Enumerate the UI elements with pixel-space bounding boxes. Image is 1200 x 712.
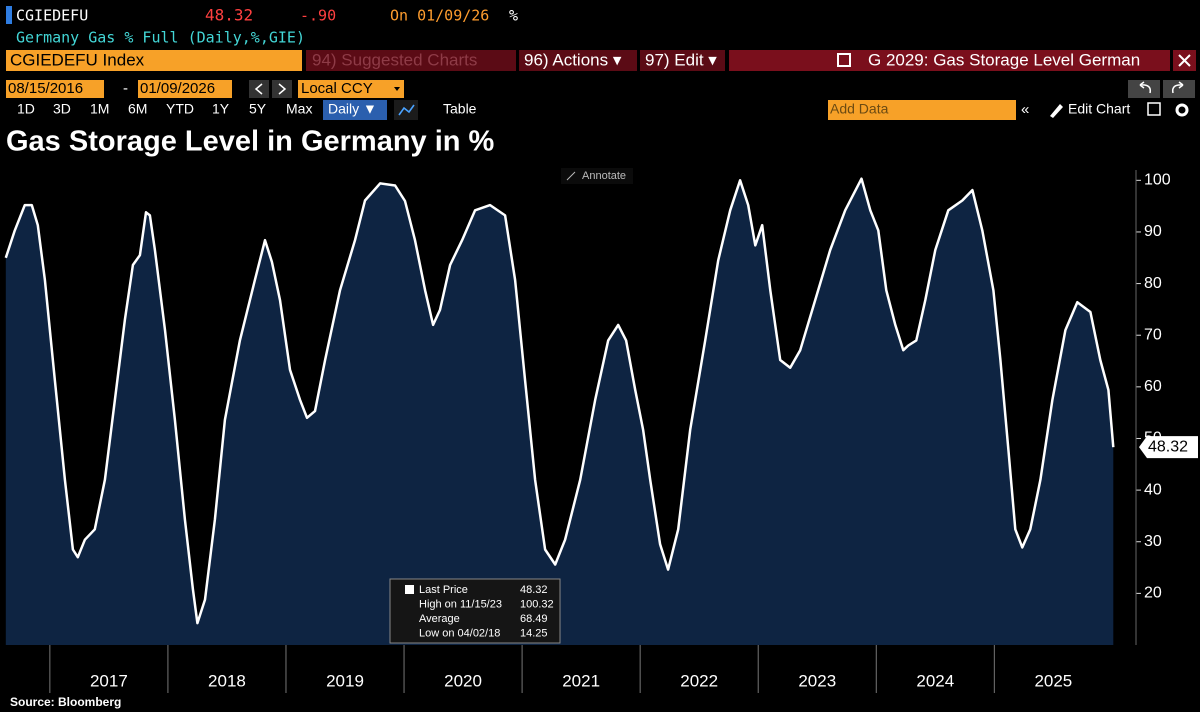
x-tick-label: 2017 (90, 671, 128, 690)
legend-label: Low on 04/02/18 (419, 627, 500, 639)
frequency-button[interactable] (323, 100, 387, 120)
period-button[interactable]: 1D (17, 101, 35, 117)
period-button[interactable]: YTD (166, 101, 194, 117)
legend-value: 100.32 (520, 598, 554, 610)
date: On 01/09/26 (390, 7, 489, 25)
menu-button[interactable] (306, 50, 516, 71)
legend-swatch (405, 585, 414, 594)
ticker: CGIEDEFU (16, 7, 88, 25)
source: Source: Bloomberg (10, 695, 121, 709)
currency-box[interactable] (298, 80, 404, 98)
x-tick-label: 2024 (916, 671, 954, 690)
x-tick-label: 2022 (680, 671, 718, 690)
legend-label: High on 11/15/23 (419, 598, 502, 610)
settings-icon[interactable] (1175, 103, 1189, 117)
next-button[interactable] (272, 80, 292, 98)
start-date-box[interactable] (6, 80, 104, 98)
last-price-tag (1139, 436, 1198, 459)
prev-button[interactable] (249, 80, 269, 98)
x-tick-label: 2020 (444, 671, 482, 690)
legend-value: 68.49 (520, 613, 548, 625)
last-price-label: 48.32 (1148, 438, 1188, 455)
add-data-box[interactable] (828, 100, 1016, 120)
area-fill (5, 178, 1114, 645)
redo-icon[interactable] (1171, 81, 1184, 94)
close-icon[interactable] (1178, 54, 1191, 67)
marker (6, 6, 12, 24)
description: Germany Gas % Full (Daily,%,GIE) (16, 29, 305, 47)
y-tick-label: 40 (1144, 481, 1162, 498)
chart-title: Gas Storage Level in Germany in % (6, 126, 495, 158)
currency[interactable]: Local CCY (301, 80, 373, 97)
chart-name: G 2029: Gas Storage Level German (868, 50, 1140, 69)
annotate[interactable]: Annotate (582, 170, 626, 182)
menu-label[interactable]: 94) Suggested Charts (312, 50, 477, 69)
popout-icon[interactable] (837, 53, 851, 67)
undo-button[interactable] (1128, 80, 1160, 98)
y-tick-label: 90 (1144, 223, 1162, 240)
annotate-button[interactable] (561, 168, 633, 184)
dropdown-icon[interactable] (394, 87, 400, 91)
legend-label: Average (419, 613, 460, 625)
y-tick-label: 20 (1144, 585, 1162, 602)
end-date[interactable]: 01/09/2026 (140, 80, 215, 97)
period-button[interactable]: 1Y (212, 101, 230, 117)
price: 48.32 (205, 6, 253, 25)
legend-label: Last Price (419, 584, 468, 596)
menu-label[interactable]: 97) Edit ▾ (645, 50, 717, 69)
menu-button[interactable] (519, 50, 637, 71)
chart-type-icon[interactable] (398, 104, 415, 116)
next-icon[interactable] (278, 83, 287, 95)
date-separator: - (123, 80, 128, 97)
legend-box (389, 578, 561, 644)
edit-icon[interactable] (1050, 104, 1063, 118)
y-tick-label: 60 (1144, 378, 1162, 395)
x-tick-label: 2025 (1034, 671, 1072, 690)
x-tick-label: 2018 (208, 671, 246, 690)
start-date[interactable]: 08/15/2016 (8, 80, 83, 97)
collapse-icon[interactable]: « (1021, 101, 1029, 118)
security-box[interactable] (6, 50, 302, 71)
y-tick-label: 30 (1144, 533, 1162, 550)
menu-button[interactable] (640, 50, 725, 71)
redo-button[interactable] (1163, 80, 1195, 98)
frequency[interactable]: Daily ▼ (328, 101, 377, 117)
end-date-box[interactable] (138, 80, 232, 98)
undo-icon[interactable] (1139, 81, 1152, 94)
y-tick-label: 80 (1144, 275, 1162, 292)
period-button[interactable]: 5Y (249, 101, 267, 117)
y-tick-label: 100 (1144, 172, 1171, 189)
prev-icon[interactable] (254, 83, 263, 95)
security[interactable]: CGIEDEFU Index (10, 50, 145, 69)
legend-value: 14.25 (520, 627, 548, 639)
table-button[interactable]: Table (443, 101, 477, 117)
y-tick-label: 70 (1144, 326, 1162, 343)
period-button[interactable]: 1M (90, 101, 109, 117)
period-button[interactable]: Max (286, 101, 312, 117)
menu-label[interactable]: 96) Actions ▾ (524, 50, 622, 69)
unit: % (509, 7, 518, 25)
legend-value: 48.32 (520, 584, 548, 596)
period-button[interactable]: 6M (128, 101, 147, 117)
x-tick-label: 2019 (326, 671, 364, 690)
x-tick-label: 2021 (562, 671, 600, 690)
plot-area: 2030405060708090100201720182019202020212… (4, 170, 1198, 693)
edit-chart[interactable]: Edit Chart (1068, 101, 1130, 117)
settings-edit-icon[interactable] (1147, 102, 1161, 116)
x-tick-label: 2023 (798, 671, 836, 690)
line (4, 177, 1115, 625)
period-buttons: 1D 3D 1M 6M YTD 1Y 5Y Max (17, 101, 312, 117)
add-data[interactable]: Add Data (830, 101, 889, 117)
period-button[interactable]: 3D (53, 101, 71, 117)
change: -.90 (300, 7, 336, 25)
annotate-icon[interactable] (566, 171, 576, 181)
